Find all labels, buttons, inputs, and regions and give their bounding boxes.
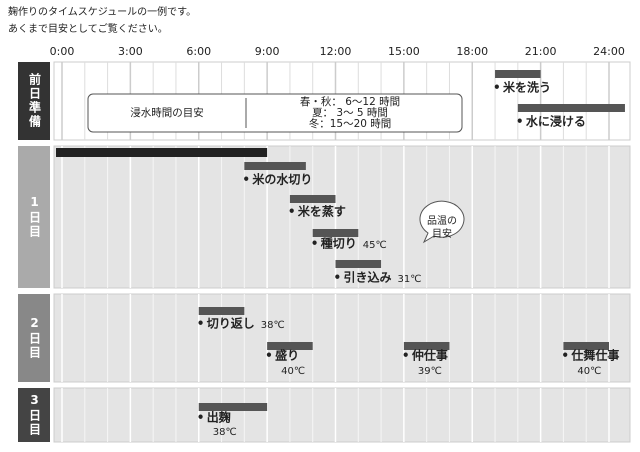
bullet: • [197, 317, 205, 331]
soak-box-line: 夏： 3～ 5 時間 [312, 107, 388, 119]
task-label: 水に浸ける [526, 114, 586, 129]
soak-box-title: 浸水時間の目安 [130, 106, 204, 119]
soak-box: 浸水時間の目安 春・秋： 6～12 時間夏： 3～ 5 時間冬：15～20 時間 [87, 93, 463, 133]
x-tick-label: 9:00 [255, 45, 280, 58]
task-label: 切り返し [207, 316, 255, 331]
x-tick-label: 21:00 [525, 45, 557, 58]
x-tick-label: 24:00 [593, 45, 625, 58]
header-line: 麹作りのタイムスケジュールの一例です。 [8, 5, 196, 18]
task-bar [563, 342, 609, 350]
header-line: あくまで目安としてご覧ください。 [8, 22, 168, 35]
task-label: 仲仕事 [412, 348, 448, 363]
task-bar [403, 342, 450, 350]
bullet: • [311, 237, 319, 251]
task-label: 米を蒸す [298, 204, 346, 219]
callout-bubble [419, 200, 465, 244]
temperature: 45℃ [363, 240, 387, 251]
temperature: 31℃ [398, 274, 422, 285]
row-background [53, 387, 631, 443]
bullet: • [402, 349, 410, 363]
task-bar [289, 195, 336, 203]
task-bar [244, 162, 306, 170]
x-tick-label: 12:00 [320, 45, 352, 58]
soak-box-line: 春・秋： 6～12 時間 [300, 95, 400, 108]
row-label-box [18, 146, 50, 288]
x-tick-label: 3:00 [118, 45, 143, 58]
x-tick-label: 6:00 [186, 45, 211, 58]
row-label-box [18, 294, 50, 382]
task-label: 米を洗う [503, 80, 551, 95]
soak-box-frame [87, 93, 463, 133]
x-tick-label: 0:00 [50, 45, 75, 58]
row-background [53, 293, 631, 383]
bullet: • [197, 411, 205, 425]
task-bar [56, 148, 268, 157]
task-bar [198, 403, 268, 411]
task-label: 盛り [275, 348, 299, 363]
task-bar [495, 70, 541, 78]
task-label: 仕舞仕事 [570, 348, 619, 363]
row-label: 3日目 [28, 393, 42, 437]
bullet: • [334, 271, 342, 285]
row-label-box [18, 62, 50, 140]
task-bar [335, 260, 382, 268]
temperature: 38℃ [213, 427, 237, 438]
bullet: • [561, 349, 569, 363]
task-label: 米の水切り [252, 172, 312, 187]
task-bar [312, 229, 359, 237]
bullet: • [493, 81, 501, 95]
row-label: 1日目 [28, 195, 42, 239]
task-bar [198, 307, 245, 315]
task-label: 種切り [321, 236, 357, 251]
soak-box-line: 冬：15～20 時間 [309, 117, 392, 130]
bullet: • [242, 173, 250, 187]
temperature: 38℃ [261, 320, 285, 331]
temperature: 39℃ [418, 366, 442, 377]
x-tick-label: 15:00 [388, 45, 420, 58]
bullet: • [265, 349, 273, 363]
row-label-box [18, 388, 50, 442]
task-label: 出麹 [207, 410, 231, 425]
callout-text: 品温の [427, 215, 457, 227]
task-bar [267, 342, 313, 350]
bullet: • [516, 115, 524, 129]
row-label: 2日目 [28, 316, 42, 360]
x-tick-label: 18:00 [456, 45, 488, 58]
row-label: 前日準備 [28, 72, 42, 129]
task-bar [517, 104, 625, 112]
task-label: 引き込み [344, 270, 392, 285]
temperature: 40℃ [281, 366, 305, 377]
bullet: • [288, 205, 296, 219]
callout-text: 目安 [432, 227, 452, 240]
temperature: 40℃ [577, 366, 601, 377]
